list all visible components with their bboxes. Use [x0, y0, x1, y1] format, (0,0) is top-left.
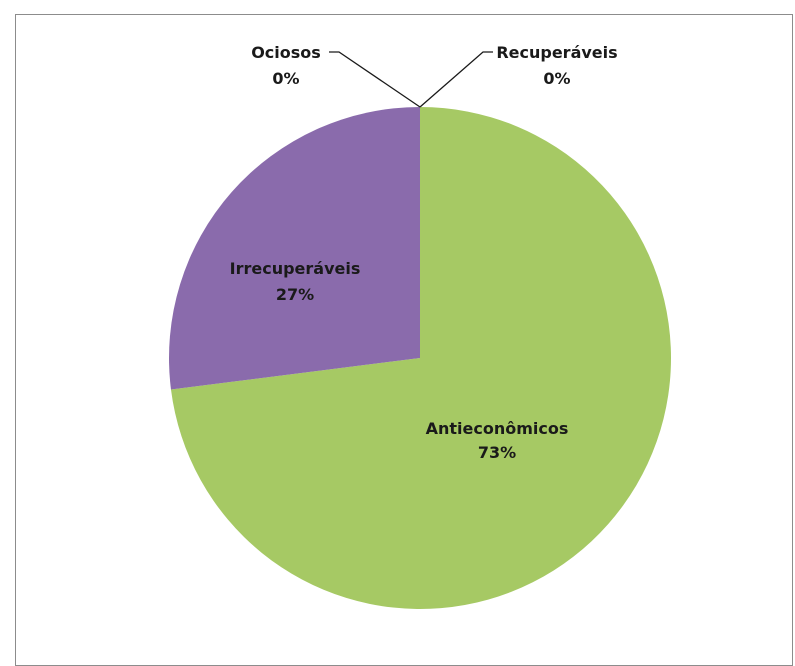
slice-label-irrecuperaveis-name: Irrecuperáveis [230, 259, 361, 278]
leader-lines [329, 51, 493, 108]
slice-label-ociosos-percent: 0% [272, 69, 299, 88]
slice-label-recuperaveis-name: Recuperáveis [496, 43, 617, 62]
slice-label-recuperaveis-percent: 0% [543, 69, 570, 88]
pie-slice-antieconomicos [170, 107, 671, 609]
leader-line-recuperaveis [419, 51, 493, 108]
leader-line-ociosos [329, 51, 421, 108]
pie-slice-irrecuperaveis [169, 107, 420, 390]
slice-label-ociosos-name: Ociosos [251, 43, 321, 62]
slice-label-antieconomicos-percent: 73% [478, 443, 516, 462]
slice-label-irrecuperaveis-percent: 27% [276, 285, 314, 304]
slice-label-antieconomicos-name: Antieconômicos [426, 419, 569, 438]
pie-slices [169, 107, 671, 609]
